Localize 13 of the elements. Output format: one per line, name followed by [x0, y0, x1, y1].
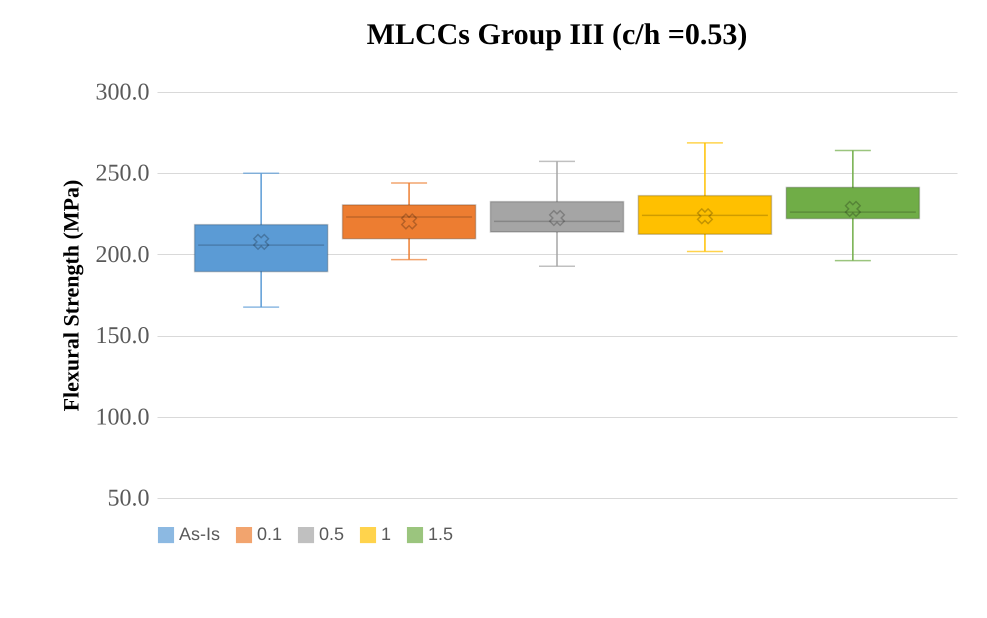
y-tick-label: 300.0 — [96, 80, 150, 106]
y-tick-label: 50.0 — [108, 486, 150, 512]
legend-label: 1 — [381, 524, 392, 544]
chart-title: MLCCs Group III (c/h =0.53) — [366, 18, 748, 51]
legend-label: 1.5 — [428, 524, 454, 544]
y-tick-label: 200.0 — [96, 242, 150, 268]
legend-label: 0.1 — [257, 524, 282, 544]
y-axis-title: Flexural Strength (MPa) — [58, 180, 84, 412]
legend-label: 0.5 — [319, 524, 344, 544]
y-tick-label: 150.0 — [96, 323, 150, 350]
y-tick-label: 250.0 — [96, 160, 150, 187]
legend-label: As-Is — [179, 524, 220, 544]
y-tick-label: 100.0 — [96, 404, 150, 430]
